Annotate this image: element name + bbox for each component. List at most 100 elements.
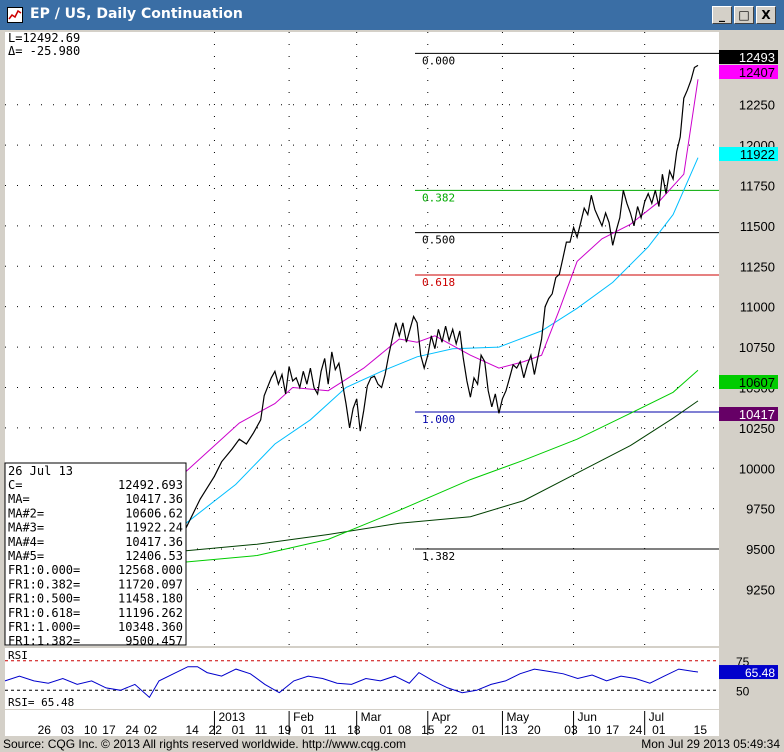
y-tick-label: 10250: [739, 421, 775, 436]
fib-label: 1.382: [422, 550, 455, 563]
y-tick-label: 10000: [739, 461, 775, 476]
window-title: EP / US, Daily Continuation: [30, 6, 243, 22]
y-tick-label: 11000: [740, 300, 775, 315]
day-label: 01: [232, 723, 246, 736]
day-label: 17: [102, 723, 116, 736]
day-label: 17: [606, 723, 620, 736]
databox-label: FR1:1.382=: [8, 634, 80, 648]
day-label: 20: [527, 723, 541, 736]
fib-label: 0.618: [422, 276, 455, 289]
databox-value: 11196.262: [118, 606, 183, 620]
price-line: [185, 64, 699, 529]
rsi-line: [4, 666, 699, 699]
chart-area[interactable]: 0.000 0.382 0.500 0.618 1.000 1.382 9250 9500 9…: [0, 30, 784, 736]
databox-value: 11720.097: [118, 577, 183, 591]
databox-label: FR1:1.000=: [8, 620, 80, 634]
databox-value: 10606.62: [125, 506, 183, 520]
day-label: 10: [587, 723, 601, 736]
day-label: 01: [380, 723, 394, 736]
rsi-tag-bg: [719, 665, 778, 680]
month-label: Feb: [293, 710, 314, 724]
last-price-readout: L=12492.69: [8, 31, 80, 45]
y-tick-label: 9250: [746, 582, 775, 597]
rsi-readout: RSI= 65.48: [8, 696, 74, 709]
rsi-tag: 65.48: [745, 666, 775, 680]
fib-label: 0.382: [422, 191, 455, 204]
y-tick-label: 12250: [739, 98, 775, 113]
price-tag-bg: [719, 147, 778, 161]
day-label: 11: [255, 723, 268, 736]
fib-label: 1.000: [422, 413, 455, 426]
y-tick-label: 11500: [740, 219, 775, 234]
status-bar: Source: CQG Inc. © 2013 All rights reser…: [0, 736, 784, 752]
databox-date: 26 Jul 13: [8, 464, 73, 478]
databox-label: MA#2=: [8, 506, 44, 520]
price-tag-bg: [719, 50, 778, 64]
databox-value: 10348.360: [118, 620, 183, 634]
ma2-line: [185, 369, 699, 563]
price-tag: 10607: [739, 375, 775, 390]
databox-label: FR1:0.000=: [8, 563, 80, 577]
databox-value: 12406.53: [125, 549, 183, 563]
close-button[interactable]: X: [756, 6, 776, 24]
time-axis: [5, 710, 719, 736]
databox-value: 11458.180: [118, 592, 183, 606]
price-tag-bg: [719, 375, 778, 389]
delta-readout: Δ= -25.980: [8, 44, 80, 58]
databox-value: 12568.000: [118, 563, 183, 577]
day-label: 10: [84, 723, 98, 736]
timestamp: Mon Jul 29 2013 05:49:34: [641, 737, 780, 751]
day-label: 03: [564, 723, 578, 736]
price-series: [185, 64, 699, 563]
day-label: 18: [347, 723, 361, 736]
title-bar: EP / US, Daily Continuation _ □ X: [0, 0, 784, 30]
day-label: 11: [324, 723, 337, 736]
month-label: Jul: [649, 710, 664, 724]
price-tag-bg: [719, 407, 778, 421]
y-tick-label: 11250: [740, 259, 775, 274]
fib-label: 0.500: [422, 234, 455, 247]
price-tag: 12493: [739, 50, 775, 65]
day-label: 13: [504, 723, 518, 736]
databox-value: 10417.36: [125, 535, 183, 549]
databox-label: FR1:0.618=: [8, 606, 80, 620]
databox-label: FR1:0.382=: [8, 577, 80, 591]
day-label: 01: [301, 723, 315, 736]
price-tag: 10417: [739, 407, 775, 422]
maximize-button[interactable]: □: [734, 6, 754, 24]
databox-label: MA#4=: [8, 535, 44, 549]
day-label: 01: [472, 723, 486, 736]
databox-label: MA=: [8, 492, 30, 506]
ma3-line: [185, 157, 699, 524]
rsi-panel[interactable]: [5, 648, 719, 709]
databox-label: MA#5=: [8, 549, 44, 563]
databox-value: 10417.36: [125, 492, 183, 506]
databox-value: 12492.693: [118, 478, 183, 492]
source-text: Source: CQG Inc. © 2013 All rights reser…: [3, 737, 407, 751]
data-box: 26 Jul 13 C= 12492.693 MA= 10417.36 MA#2= 106…: [4, 462, 187, 648]
databox-label: C=: [8, 478, 22, 492]
day-label: 02: [144, 723, 158, 736]
y-tick-label: 9750: [746, 502, 775, 517]
month-label: 2013: [218, 710, 245, 724]
ma-line: [185, 400, 699, 552]
day-label: 22: [209, 723, 223, 736]
day-label: 01: [652, 723, 666, 736]
minimize-button[interactable]: _: [712, 6, 732, 24]
day-label: 15: [694, 723, 708, 736]
fib-label: 0.000: [422, 54, 455, 67]
day-label: 24: [125, 723, 139, 736]
day-label: 08: [398, 723, 412, 736]
day-label: 14: [185, 723, 199, 736]
y-tick-label: 10750: [739, 340, 775, 355]
y-tick-label: 9500: [746, 542, 775, 557]
databox-label: MA#3=: [8, 521, 44, 535]
price-tag: 12407: [739, 65, 775, 80]
day-label: 15: [421, 723, 435, 736]
day-label: 03: [61, 723, 75, 736]
day-label: 22: [444, 723, 458, 736]
fibonacci-levels: 0.000 0.382 0.500 0.618 1.000 1.382: [415, 52, 719, 563]
price-tag-bg: [719, 65, 778, 79]
